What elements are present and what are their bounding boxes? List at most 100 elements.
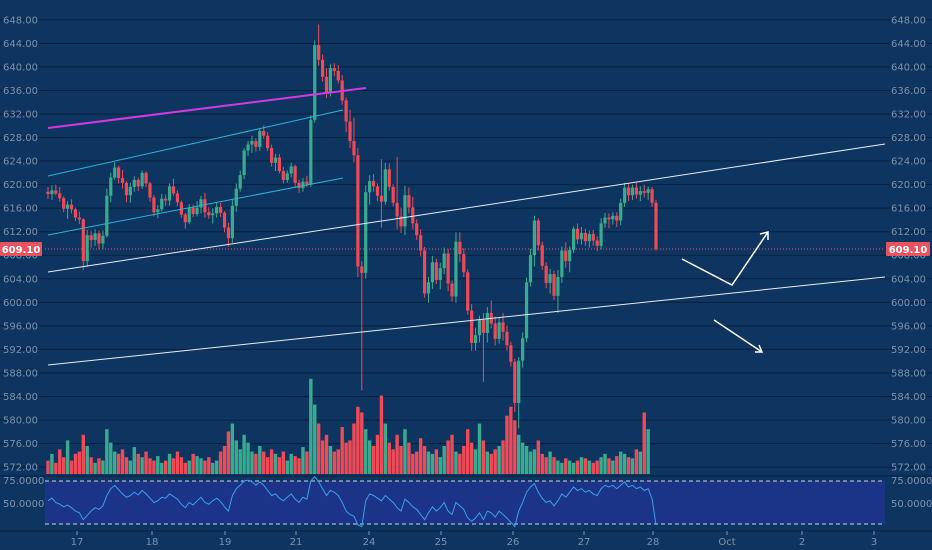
candle[interactable] xyxy=(105,188,109,238)
candle[interactable] xyxy=(207,206,211,219)
candle[interactable] xyxy=(415,219,419,240)
cyan-channel-upper-line[interactable] xyxy=(47,109,344,177)
candle[interactable] xyxy=(266,132,270,152)
candle[interactable] xyxy=(50,185,54,200)
candle[interactable] xyxy=(66,201,70,219)
candle[interactable] xyxy=(77,211,81,225)
candle[interactable] xyxy=(552,270,556,300)
candle[interactable] xyxy=(630,184,635,200)
candle[interactable] xyxy=(273,153,278,172)
candle[interactable] xyxy=(524,277,529,343)
cyan-channel-lower-line[interactable] xyxy=(47,177,344,236)
candle[interactable] xyxy=(395,156,399,230)
candle[interactable] xyxy=(572,226,576,253)
candle[interactable] xyxy=(470,304,474,352)
candle[interactable] xyxy=(528,248,533,287)
candle[interactable] xyxy=(422,247,427,298)
candle[interactable] xyxy=(356,148,360,278)
candle[interactable] xyxy=(583,228,587,246)
candle[interactable] xyxy=(285,170,289,183)
candle[interactable] xyxy=(160,194,164,212)
candle[interactable] xyxy=(587,230,591,248)
candle[interactable] xyxy=(218,202,223,217)
candle[interactable] xyxy=(175,190,180,206)
candle[interactable] xyxy=(101,230,105,249)
candle[interactable] xyxy=(419,229,423,257)
candle[interactable] xyxy=(638,186,642,202)
candle[interactable] xyxy=(328,63,333,97)
candle[interactable] xyxy=(54,184,58,196)
candle[interactable] xyxy=(46,186,50,199)
candle[interactable] xyxy=(548,268,552,294)
candle[interactable] xyxy=(493,316,497,346)
candle[interactable] xyxy=(654,199,658,251)
candle[interactable] xyxy=(450,280,454,302)
white-channel-upper-line[interactable] xyxy=(47,143,886,273)
candle[interactable] xyxy=(171,178,176,196)
candle[interactable] xyxy=(540,241,544,270)
candle[interactable] xyxy=(124,181,129,203)
candle[interactable] xyxy=(89,231,93,248)
candle[interactable] xyxy=(595,236,599,252)
candle[interactable] xyxy=(97,230,101,250)
candle[interactable] xyxy=(250,135,254,153)
candle[interactable] xyxy=(136,177,140,192)
candle[interactable] xyxy=(560,246,564,283)
candle[interactable] xyxy=(619,198,623,226)
candle[interactable] xyxy=(254,138,258,152)
candle[interactable] xyxy=(579,226,584,245)
candle[interactable] xyxy=(650,186,654,207)
candle[interactable] xyxy=(575,223,580,245)
candle[interactable] xyxy=(152,195,156,217)
candle[interactable] xyxy=(120,169,125,189)
candle[interactable] xyxy=(317,24,321,66)
candle[interactable] xyxy=(521,332,525,368)
white-channel-lower-line[interactable] xyxy=(47,276,886,366)
candle[interactable] xyxy=(564,242,568,268)
candle[interactable] xyxy=(128,182,132,203)
candle[interactable] xyxy=(113,162,117,180)
candle[interactable] xyxy=(336,65,340,84)
candle[interactable] xyxy=(226,222,231,248)
candle[interactable] xyxy=(368,175,372,205)
candle[interactable] xyxy=(544,262,548,289)
candle[interactable] xyxy=(407,187,411,214)
candle[interactable] xyxy=(222,211,227,233)
candle[interactable] xyxy=(109,172,113,203)
candle[interactable] xyxy=(301,178,305,192)
candle[interactable] xyxy=(611,212,615,225)
candle[interactable] xyxy=(434,258,438,285)
candle[interactable] xyxy=(438,262,442,290)
candle[interactable] xyxy=(215,202,219,218)
candle[interactable] xyxy=(517,357,521,429)
candle[interactable] xyxy=(623,182,627,207)
candle[interactable] xyxy=(399,207,403,233)
candle[interactable] xyxy=(195,201,199,217)
candle[interactable] xyxy=(148,181,152,202)
bullish-path-arrow[interactable] xyxy=(681,231,769,286)
candle[interactable] xyxy=(532,215,536,267)
candle[interactable] xyxy=(183,212,187,229)
candle[interactable] xyxy=(411,196,415,230)
candle[interactable] xyxy=(230,199,234,243)
candle[interactable] xyxy=(238,170,242,192)
candle[interactable] xyxy=(211,208,215,224)
candle[interactable] xyxy=(458,232,462,262)
candle[interactable] xyxy=(634,182,638,199)
candle[interactable] xyxy=(199,195,203,214)
candle[interactable] xyxy=(81,218,85,270)
candle[interactable] xyxy=(509,341,513,367)
candle[interactable] xyxy=(313,40,317,123)
candle[interactable] xyxy=(477,315,482,343)
candle[interactable] xyxy=(626,184,631,202)
candle[interactable] xyxy=(568,246,572,273)
candle[interactable] xyxy=(383,162,387,205)
candle[interactable] xyxy=(281,166,285,184)
candle[interactable] xyxy=(348,109,352,149)
candle[interactable] xyxy=(556,269,560,313)
candle[interactable] xyxy=(293,164,297,187)
candle[interactable] xyxy=(309,115,313,187)
candle[interactable] xyxy=(466,269,470,315)
trend-drawings[interactable] xyxy=(47,87,886,366)
candle[interactable] xyxy=(320,54,325,82)
